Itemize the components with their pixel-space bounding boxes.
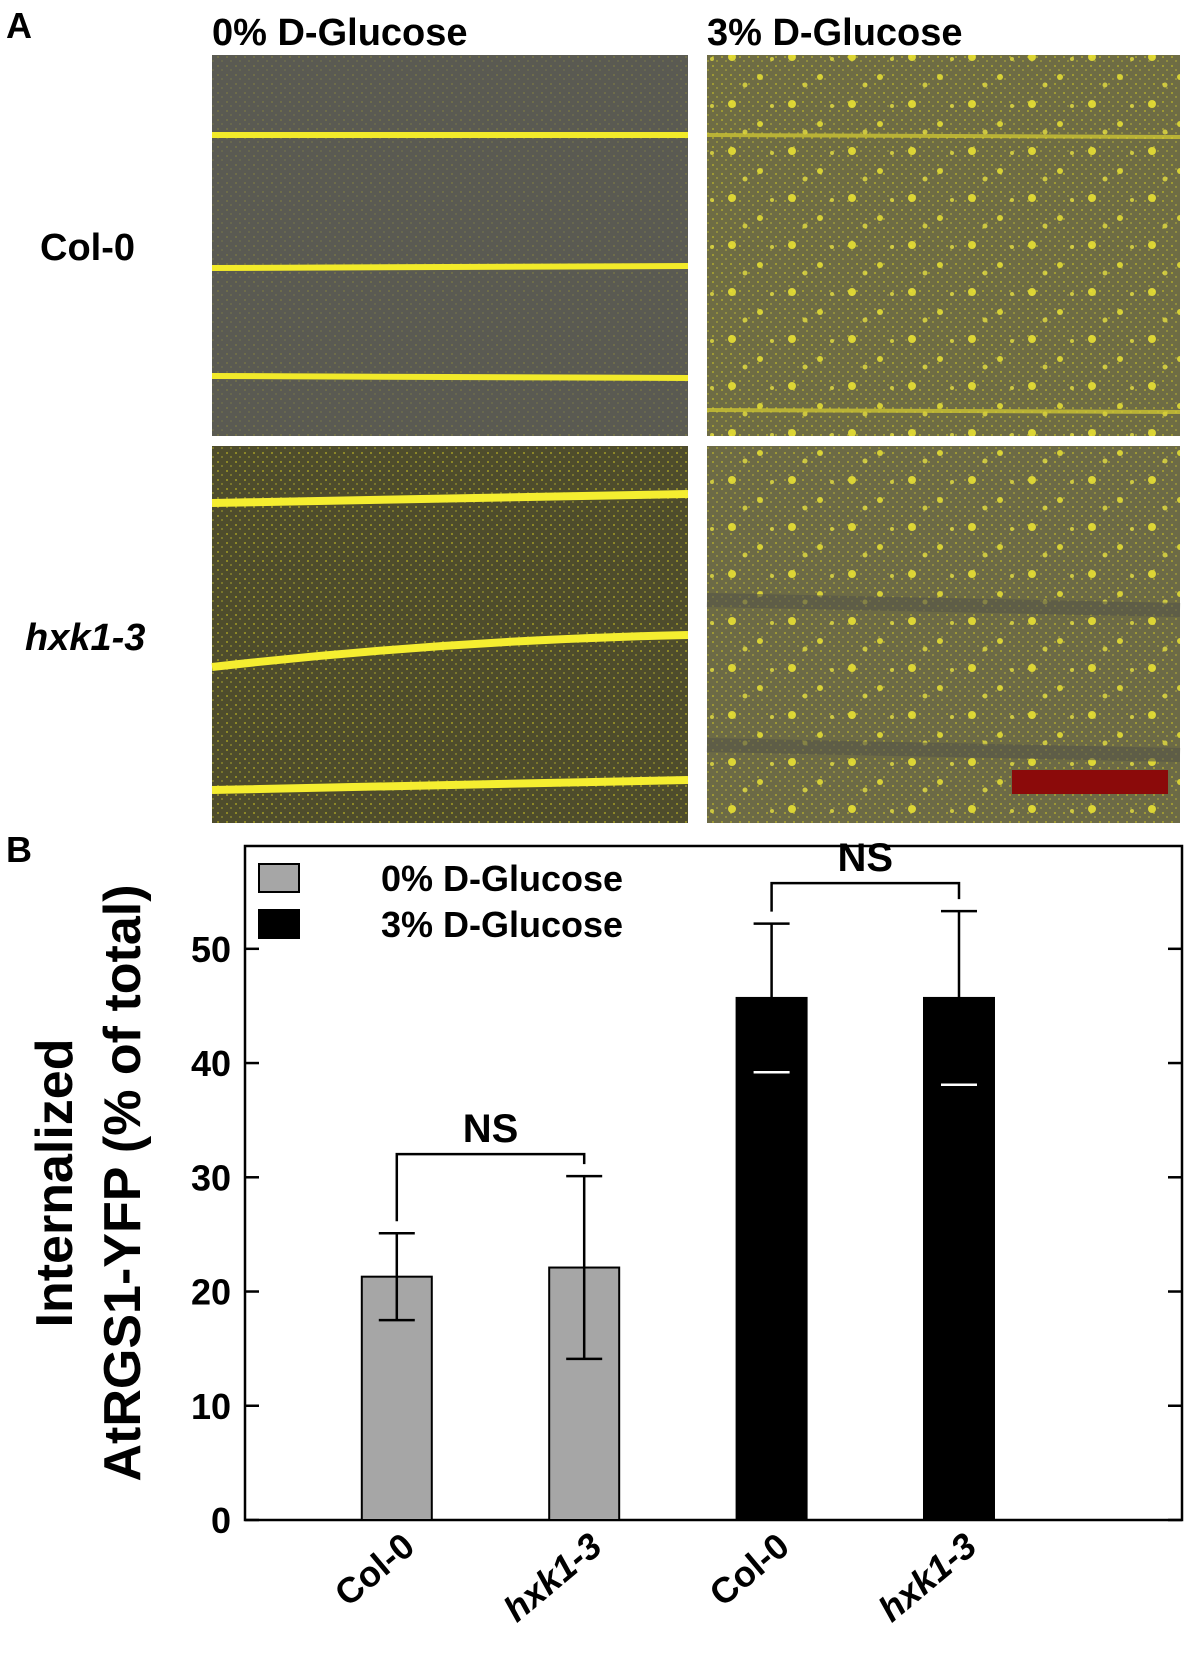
significance-bracket — [395, 1152, 586, 1222]
micrograph — [211, 446, 689, 823]
y-axis-label: Internalized — [26, 1039, 84, 1328]
panel-label: A — [6, 5, 32, 46]
legend-label: 0% D-Glucose — [381, 858, 623, 899]
bar — [735, 996, 808, 1521]
legend-label: 3% D-Glucose — [381, 904, 623, 945]
y-tick-label: 10 — [191, 1386, 231, 1427]
scale-bar — [1012, 770, 1168, 794]
significance-bracket — [770, 881, 961, 912]
legend-swatch — [258, 909, 300, 939]
y-tick-label: 0 — [211, 1500, 231, 1541]
x-tick-label: Col-0 — [327, 1525, 422, 1614]
x-tick-label: Col-0 — [701, 1525, 796, 1614]
x-tick-label: hxk1-3 — [870, 1525, 984, 1630]
row-label: Col-0 — [40, 227, 135, 269]
bar — [360, 1275, 433, 1521]
row-label: hxk1-3 — [25, 617, 145, 659]
micrograph — [706, 55, 1181, 436]
y-tick-label: 20 — [191, 1272, 231, 1313]
x-tick-label: hxk1-3 — [496, 1525, 610, 1630]
y-tick-label: 40 — [191, 1043, 231, 1084]
column-label: 3% D-Glucose — [707, 12, 963, 54]
plot-frame — [243, 844, 1184, 1522]
column-label: 0% D-Glucose — [212, 12, 468, 54]
y-tick-label: 50 — [191, 929, 231, 970]
legend-swatch — [258, 863, 300, 893]
annotation: NS — [838, 836, 894, 880]
y-tick-label: 30 — [191, 1157, 231, 1198]
micrograph — [211, 55, 689, 436]
micrograph — [706, 446, 1181, 823]
annotation: NS — [463, 1107, 519, 1151]
panel-label: B — [6, 829, 32, 870]
y-axis-label: AtRGS1-YFP (% of total) — [94, 884, 152, 1481]
